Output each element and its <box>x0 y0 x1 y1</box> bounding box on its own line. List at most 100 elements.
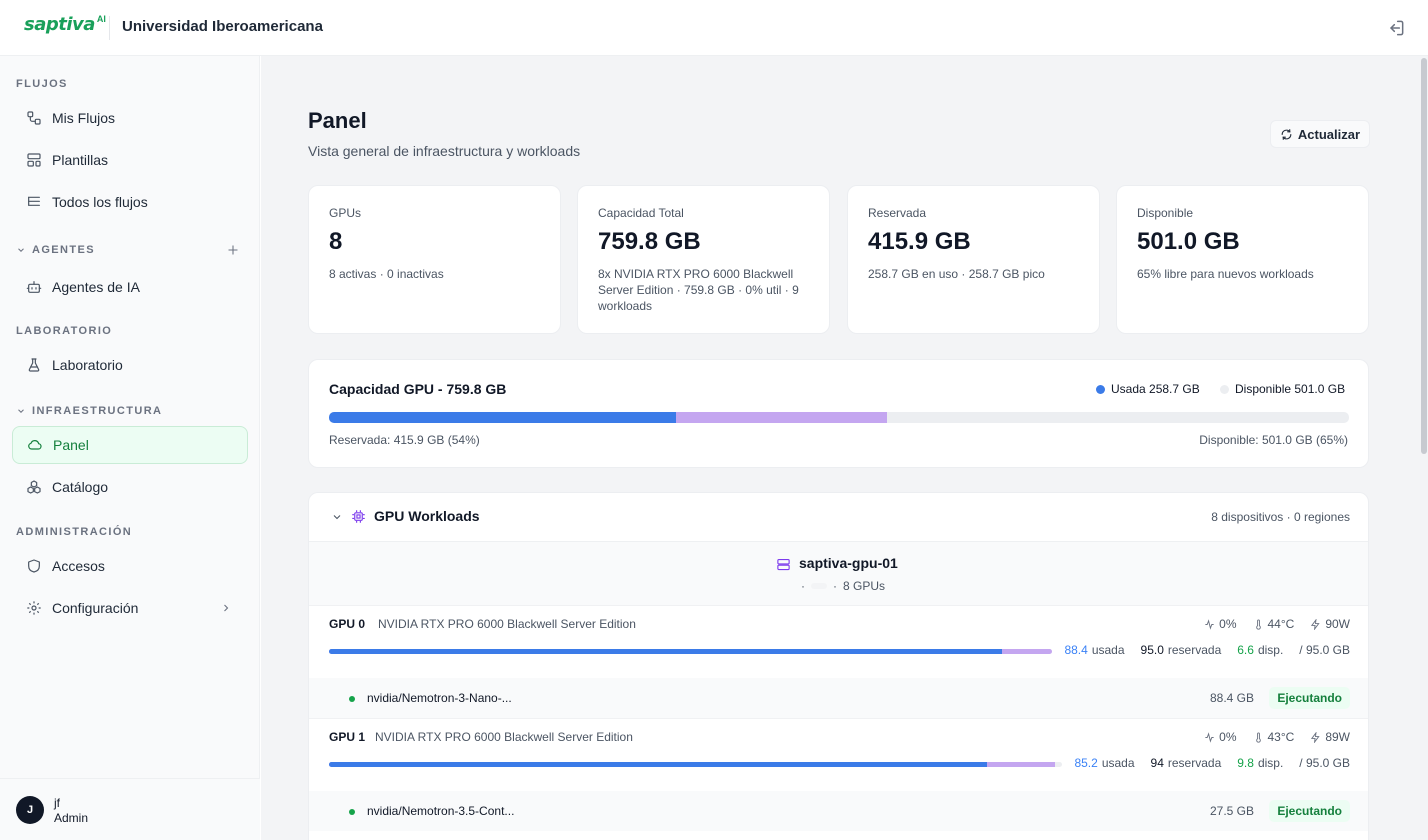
section-infraestructura[interactable]: INFRAESTRUCTURA <box>16 405 162 417</box>
sidebar-item-catalogo[interactable]: Catálogo <box>12 468 248 506</box>
reserved-text: Reservada: 415.9 GB (54%) <box>329 433 480 447</box>
server-name: saptiva-gpu-01 <box>799 555 898 571</box>
section-flujos: FLUJOS <box>16 78 68 90</box>
gpu-mem-available: 6.6 <box>1237 643 1254 657</box>
legend-dot-available <box>1220 384 1229 394</box>
workload-item[interactable]: nvidia/Nemotron-3-Nano-... 88.4 GB Ejecu… <box>309 678 1368 718</box>
gpu-mem-used-label: usada <box>1101 756 1135 770</box>
refresh-button[interactable]: Actualizar <box>1270 120 1370 148</box>
gpu-row[interactable]: GPU 1 NVIDIA RTX PRO 6000 Blackwell Serv… <box>309 718 1368 791</box>
logo-text: saptiva <box>24 14 95 35</box>
server-gpus: 8 GPUs <box>843 579 886 593</box>
gpu-temp-value: 44°C <box>1267 617 1295 631</box>
legend-used-label: Usada 258.7 GB <box>1111 382 1200 396</box>
sidebar-item-label: Todos los flujos <box>52 194 148 210</box>
sidebar-item-label: Accesos <box>52 558 105 574</box>
gpu-temp: 44°C <box>1253 617 1295 631</box>
refresh-label: Actualizar <box>1297 126 1361 142</box>
section-infraestructura-label: INFRAESTRUCTURA <box>32 405 163 417</box>
status-badge: Ejecutando <box>1269 800 1350 822</box>
sidebar-item-mis-flujos[interactable]: Mis Flujos <box>12 99 248 137</box>
legend-used: Usada 258.7 GB <box>1096 382 1200 396</box>
gpu-mem-total: / 95.0 GB <box>1299 643 1350 657</box>
workflow-icon <box>26 110 42 126</box>
gpu-mem-total: / 95.0 GB <box>1299 756 1350 770</box>
sidebar-item-label: Panel <box>53 437 89 453</box>
workloads-header[interactable]: GPU Workloads 8 dispositivos · 0 regione… <box>309 493 1368 541</box>
gpu-power: 89W <box>1310 730 1350 744</box>
gpu-id: GPU 1 <box>329 730 366 744</box>
refresh-icon <box>1281 128 1292 140</box>
stat-value: 415.9 GB <box>868 228 971 255</box>
flask-icon <box>26 357 42 373</box>
gear-icon <box>26 600 42 616</box>
workload-item[interactable]: nvidia/Nemotron-3.5-Cont... 27.5 GB Ejec… <box>309 791 1368 831</box>
server-icon <box>777 558 790 571</box>
workload-name: nvidia/Nemotron-3.5-Cont... <box>367 804 515 818</box>
capacity-card: Capacidad GPU - 759.8 GB Usada 258.7 GB … <box>308 359 1369 468</box>
logout-icon[interactable] <box>1386 18 1406 38</box>
status-dot <box>349 696 355 702</box>
capacity-bar-reserved <box>675 412 887 423</box>
shield-icon <box>26 558 42 574</box>
gpu-mem-available-label: disp. <box>1257 756 1284 770</box>
gpu-model: NVIDIA RTX PRO 6000 Blackwell Server Edi… <box>375 730 633 744</box>
zap-icon <box>1311 618 1320 630</box>
gpu-mem-reserved: 94 <box>1150 756 1164 770</box>
gpu-mem-reserved-label: reservada <box>1167 643 1222 657</box>
gpu-util: 0% <box>1204 617 1237 631</box>
section-laboratorio: LABORATORIO <box>16 325 113 337</box>
sidebar-item-laboratorio[interactable]: Laboratorio <box>12 346 248 384</box>
activity-icon <box>1205 731 1214 743</box>
stat-card-reservada: Reservada 415.9 GB 258.7 GB en uso · 258… <box>847 185 1100 334</box>
sidebar-item-label: Configuración <box>52 600 139 616</box>
gpu-mem-available: 9.8 <box>1237 756 1254 770</box>
workloads-meta: 8 dispositivos · 0 regiones <box>1211 510 1350 524</box>
user-name: jf <box>54 796 60 810</box>
logo-badge: AI <box>96 14 106 24</box>
avatar: J <box>16 796 44 824</box>
gpu-power-value: 90W <box>1325 617 1350 631</box>
org-name: Universidad Iberoamericana <box>122 18 323 35</box>
gpu-row[interactable]: GPU 0 NVIDIA RTX PRO 6000 Blackwell Serv… <box>309 605 1368 678</box>
server-block: saptiva-gpu-01 · · 8 GPUs <box>309 541 1368 605</box>
gpu-util-value: 0% <box>1219 617 1237 631</box>
gpu-mem-reserved: 95.0 <box>1140 643 1164 657</box>
sidebar-item-label: Catálogo <box>52 479 109 495</box>
sidebar-item-panel[interactable]: Panel <box>12 426 248 464</box>
list-tree-icon <box>26 194 42 210</box>
sidebar-item-label: Agentes de IA <box>52 279 140 295</box>
sidebar-item-plantillas[interactable]: Plantillas <box>12 141 248 179</box>
scrollbar[interactable] <box>1420 56 1428 840</box>
stat-label: Disponible <box>1137 206 1194 220</box>
workload-size: 27.5 GB <box>1209 804 1254 818</box>
gpu-mem-line: 85.2 usada 94 reservada 9.8 disp. / 95.0… <box>1074 756 1350 770</box>
scrollbar-thumb[interactable] <box>1421 58 1427 454</box>
add-agent-icon[interactable] <box>226 243 240 257</box>
gpu-util-value: 0% <box>1219 730 1237 744</box>
page-title: Panel <box>308 108 367 133</box>
header-divider <box>109 16 110 40</box>
sidebar-item-todos-flujos[interactable]: Todos los flujos <box>12 183 248 221</box>
gpu-mem-line: 88.4 usada 95.0 reservada 6.6 disp. / 95… <box>1064 643 1350 657</box>
sidebar-item-configuracion[interactable]: Configuración <box>12 589 248 627</box>
sidebar-item-label: Mis Flujos <box>52 110 116 126</box>
section-agentes[interactable]: AGENTES <box>16 244 95 256</box>
chevron-down-icon[interactable] <box>331 511 343 523</box>
stat-label: GPUs <box>329 206 362 220</box>
top-bar: saptiva AI Universidad Iberoamericana <box>0 0 1428 56</box>
legend-available: Disponible 501.0 GB <box>1220 382 1345 396</box>
workloads-card: GPU Workloads 8 dispositivos · 0 regione… <box>308 492 1369 840</box>
stat-desc: 8x NVIDIA RTX PRO 6000 Blackwell Server … <box>598 267 799 313</box>
sidebar-item-agentes-ia[interactable]: Agentes de IA <box>12 268 248 306</box>
user-footer[interactable]: J jf Admin <box>0 778 260 840</box>
gpu-util: 0% <box>1204 730 1237 744</box>
saptiva-logo[interactable]: saptiva AI <box>24 14 106 35</box>
gpu-mem-used: 88.4 <box>1064 643 1088 657</box>
gpu-temp-value: 43°C <box>1267 730 1295 744</box>
sidebar-item-accesos[interactable]: Accesos <box>12 547 248 585</box>
server-dot: · <box>833 579 837 593</box>
stat-card-capacidad: Capacidad Total 759.8 GB 8x NVIDIA RTX P… <box>577 185 830 334</box>
stat-card-disponible: Disponible 501.0 GB 65% libre para nuevo… <box>1116 185 1369 334</box>
gpu-mem-bar-used <box>329 762 987 767</box>
